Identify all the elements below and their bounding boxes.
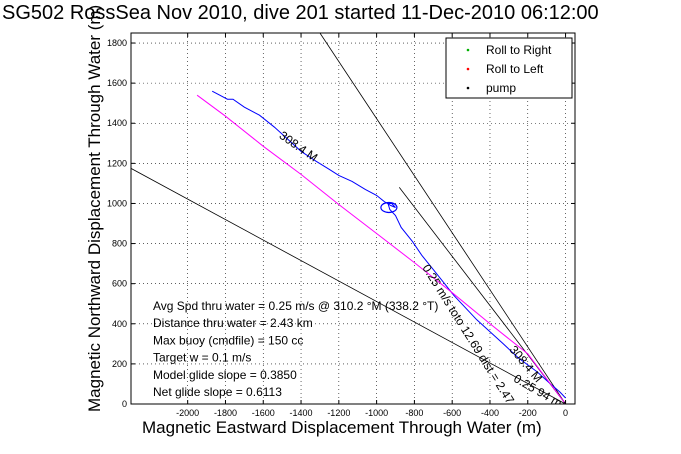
- plot-frame: [130, 32, 576, 405]
- y-tick-label: 200: [112, 359, 127, 369]
- vehicle-marker: [380, 201, 398, 214]
- x-tick-label: -800: [405, 408, 423, 418]
- x-tick-label: -1000: [365, 408, 388, 418]
- x-tick-label: -1200: [327, 408, 350, 418]
- reference-line: [131, 168, 566, 404]
- legend-marker: [466, 67, 470, 71]
- y-axis-label: Magnetic Northward Displacement Through …: [85, 4, 104, 412]
- track-series-line: [211, 90, 566, 399]
- annotation-text: Model glide slope = 0.3850: [153, 368, 297, 382]
- legend-label: Roll to Left: [486, 62, 544, 76]
- annotation-text: Avg Spd thru water = 0.25 m/s @ 310.2 °M…: [153, 299, 438, 313]
- y-tick-label: 800: [112, 239, 127, 249]
- glide-series-line: [196, 94, 566, 404]
- y-tick-label: 0: [122, 399, 127, 409]
- chart-title: SG502 RossSea Nov 2010, dive 201 started…: [2, 2, 599, 24]
- x-axis-label: Magnetic Eastward Displacement Through W…: [142, 418, 542, 437]
- legend-label: Roll to Right: [486, 43, 552, 57]
- y-tick-label: 1400: [107, 118, 127, 128]
- x-tick-label: -1800: [214, 408, 237, 418]
- legend-label: pump: [486, 81, 516, 95]
- y-tick-label: 400: [112, 319, 127, 329]
- annotation-text: Net glide slope = 0.6113: [153, 385, 282, 399]
- y-tick-label: 1800: [107, 38, 127, 48]
- x-tick-label: -200: [519, 408, 537, 418]
- annotation-text: Target w = 0.1 m/s: [153, 351, 251, 365]
- y-tick-label: 1200: [107, 158, 127, 168]
- x-tick-label: -1400: [290, 408, 313, 418]
- y-tick-label: 1600: [107, 78, 127, 88]
- x-tick-label: -1600: [252, 408, 275, 418]
- x-tick-label: -600: [443, 408, 461, 418]
- x-tick-label: -2000: [176, 408, 199, 418]
- y-tick-label: 1000: [107, 198, 127, 208]
- annotation-text: Distance thru water = 2.43 km: [153, 316, 313, 330]
- annotation-text: Max buoy (cmdfile) = 150 cc: [153, 333, 303, 347]
- y-tick-label: 600: [112, 279, 127, 289]
- legend-marker: [466, 86, 470, 90]
- reference-line: [319, 33, 566, 404]
- x-tick-label: -400: [481, 408, 499, 418]
- x-tick-label: 0: [563, 408, 568, 418]
- legend-marker: [466, 48, 470, 52]
